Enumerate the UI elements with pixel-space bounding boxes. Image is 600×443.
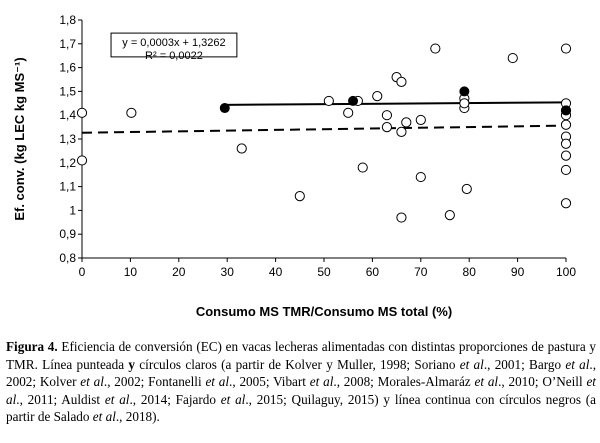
open-data-point <box>236 143 247 154</box>
figure-caption: Figura 4. Eficiencia de conversión (EC) … <box>6 338 596 426</box>
open-data-point <box>343 107 354 118</box>
open-data-point <box>560 150 572 161</box>
open-data-point <box>396 212 407 223</box>
y-tick-label: 0,9 <box>59 227 76 241</box>
x-tick-label: 90 <box>511 265 525 279</box>
caption-segment: ., 2002; Kolver <box>6 356 597 390</box>
open-data-point <box>560 164 572 176</box>
caption-segment: ., 2018). <box>115 409 160 425</box>
caption-label: Figura 4. <box>6 339 58 354</box>
y-tick-label: 1,6 <box>59 61 76 75</box>
y-tick-label: 1,1 <box>59 180 76 194</box>
caption-segment: et al <box>205 374 230 390</box>
caption-segment: ., 2005; Vibart <box>229 374 310 390</box>
y-tick-label: 1,2 <box>59 156 76 170</box>
open-data-point <box>381 122 393 133</box>
open-data-point <box>415 114 426 126</box>
open-data-point <box>357 162 368 173</box>
open-data-point <box>401 117 412 128</box>
caption-segment: ., 2002; Fontanelli <box>103 374 206 390</box>
open-data-point <box>294 191 305 202</box>
caption-segment: Eficiencia de conversión (EC) en vacas l… <box>6 339 596 372</box>
caption-segment: ., 2015; Quilaguy, 2015) y línea continu… <box>6 391 596 425</box>
caption-segment: et al <box>92 409 116 425</box>
caption-segment: ., 2014; Fajardo <box>129 391 221 407</box>
open-data-point <box>459 98 470 109</box>
equation-box-frame <box>110 32 238 58</box>
caption-segment: ., 2011; Auldist <box>16 391 105 407</box>
y-tick-label: 1,4 <box>59 108 76 122</box>
x-tick-label: 50 <box>317 265 331 279</box>
dashed-trendline <box>81 124 567 134</box>
x-tick-label: 30 <box>221 265 235 279</box>
y-tick-label: 1,8 <box>59 13 76 27</box>
open-data-point <box>372 91 383 102</box>
y-tick-label: 1,3 <box>59 132 76 146</box>
y-tick-label: 1,7 <box>59 37 76 51</box>
equation-line: y = 0,0003x + 1,3262 <box>122 37 225 49</box>
caption-segment: et al <box>6 374 596 407</box>
x-tick-label: 0 <box>79 265 86 279</box>
tick-labels: 0,8 0,9 1 1,1 1,2 1,3 1,4 1,5 1,6 1,7 1,8 0 10 20 30 40… <box>59 13 576 279</box>
caption-segment: ., 2001; Bargo <box>483 356 566 372</box>
open-data-point <box>560 43 572 54</box>
caption-segment: círculos claros (a partir de Kolver y Mu… <box>135 356 460 372</box>
y-tick-label: 0,8 <box>59 251 76 265</box>
filled-data-point <box>459 86 470 97</box>
open-data-point <box>381 110 393 121</box>
filled-data-point <box>219 103 230 114</box>
filled-data-point <box>561 105 571 116</box>
open-data-point <box>126 107 137 118</box>
filled-data-point <box>348 95 359 106</box>
open-data-point <box>396 76 407 87</box>
y-tick-label: 1 <box>69 203 76 217</box>
caption-body: Eficiencia de conversión (EC) en vacas l… <box>6 339 596 424</box>
open-data-point <box>507 52 518 64</box>
caption-segment: et al <box>309 374 334 390</box>
x-tick-label: 20 <box>172 265 186 279</box>
y-tick-label: 1,5 <box>59 84 76 98</box>
x-tick-label: 100 <box>556 265 576 279</box>
trendlines <box>81 101 567 134</box>
y-axis-title: Ef. conv. (kg LEC kg MS⁻¹) <box>12 57 27 220</box>
open-data-point <box>76 155 88 166</box>
open-data-point <box>430 43 441 54</box>
caption-segment: ., 2008; Morales-Almaráz <box>333 374 475 390</box>
caption-segment: et al <box>220 391 246 407</box>
x-tick-label: 80 <box>463 265 477 279</box>
open-data-point <box>396 126 407 137</box>
open-data-point <box>461 183 472 195</box>
data-points <box>76 43 572 223</box>
x-tick-label: 10 <box>124 265 138 279</box>
caption-segment: et al <box>104 391 130 407</box>
x-tick-label: 40 <box>269 265 283 279</box>
caption-segment: et al <box>474 374 499 390</box>
caption-segment: et al <box>459 356 484 372</box>
caption-segment: ., 2010; O’Neill <box>498 374 587 390</box>
caption-segment: et al <box>80 374 104 390</box>
open-data-point <box>444 210 455 221</box>
x-axis-title: Consumo MS TMR/Consumo MS total (%) <box>196 304 452 319</box>
caption-segment: y <box>128 356 135 372</box>
open-data-point <box>415 171 426 183</box>
open-data-point <box>76 107 88 118</box>
solid-trendline <box>224 101 567 106</box>
open-data-point <box>323 95 334 107</box>
r-squared-line: R² = 0,0022 <box>145 50 203 62</box>
scatter-chart: 0,8 0,9 1 1,1 1,2 1,3 1,4 1,5 1,6 1,7 1,8 0 10 20 30 40… <box>12 13 576 319</box>
x-tick-label: 70 <box>414 265 428 279</box>
axes <box>78 19 567 262</box>
open-data-point <box>560 198 572 209</box>
open-data-point <box>560 138 572 149</box>
open-data-point <box>560 119 572 130</box>
caption-segment: et al <box>565 356 590 372</box>
x-tick-label: 60 <box>366 265 380 279</box>
